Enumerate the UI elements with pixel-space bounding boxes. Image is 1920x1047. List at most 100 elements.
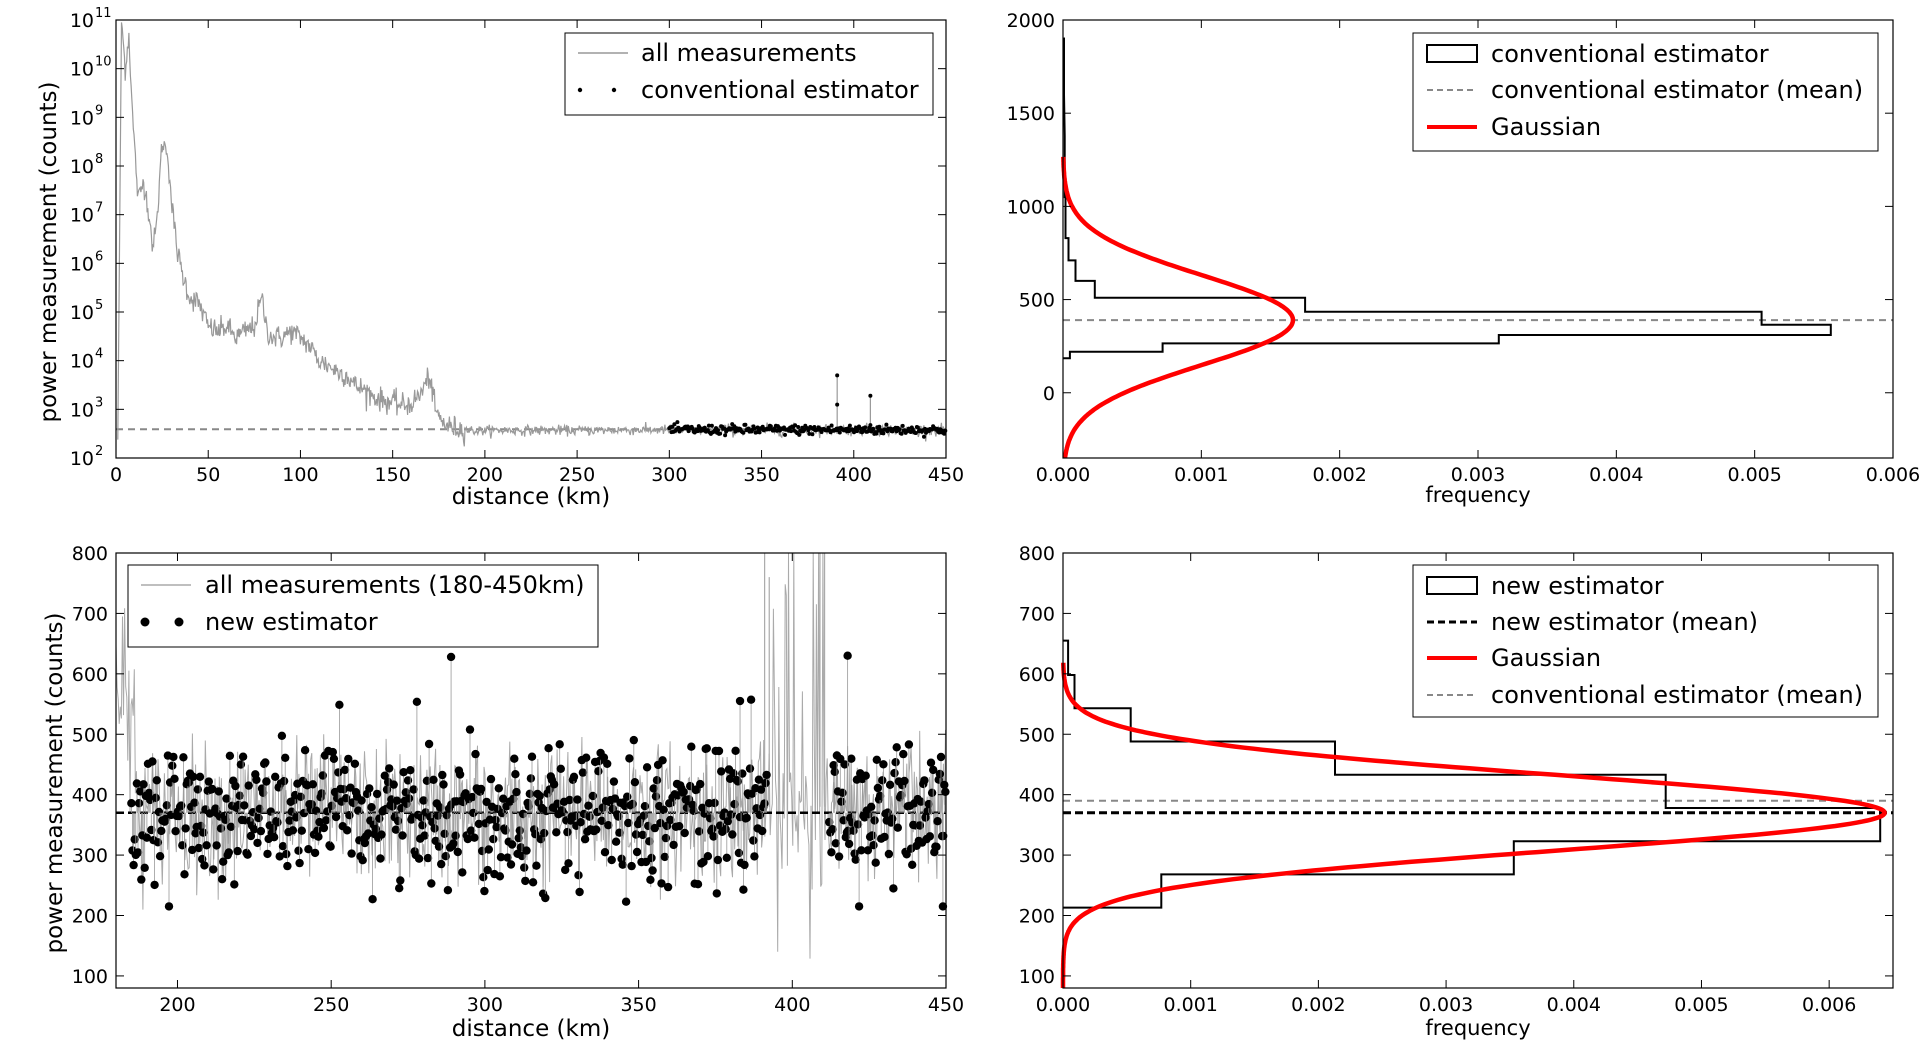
point-new-estimator bbox=[754, 775, 764, 784]
point-new-estimator bbox=[308, 780, 318, 789]
point-new-estimator bbox=[710, 798, 719, 808]
point-new-estimator bbox=[439, 780, 448, 789]
point-conventional-estimator bbox=[942, 431, 947, 436]
point-new-estimator bbox=[377, 830, 386, 839]
point-new-estimator bbox=[317, 789, 326, 798]
point-new-estimator bbox=[666, 815, 675, 825]
point-new-estimator bbox=[358, 856, 367, 865]
point-new-estimator bbox=[262, 777, 271, 786]
legend-marker-dot bbox=[140, 617, 150, 627]
point-new-estimator bbox=[854, 902, 864, 911]
point-new-estimator bbox=[687, 742, 696, 751]
y-tick-label: 1000 bbox=[1007, 196, 1055, 218]
point-conventional-estimator bbox=[874, 431, 879, 436]
y-tick-label: 10 bbox=[70, 107, 94, 129]
point-conventional-estimator bbox=[881, 431, 886, 436]
point-new-estimator bbox=[199, 828, 208, 837]
point-new-estimator bbox=[297, 826, 306, 835]
point-new-estimator bbox=[873, 783, 883, 793]
point-new-estimator bbox=[181, 824, 190, 833]
point-new-estimator bbox=[915, 821, 925, 830]
point-new-estimator bbox=[576, 818, 585, 827]
point-new-estimator bbox=[722, 853, 731, 862]
point-conventional-estimator bbox=[858, 426, 862, 431]
x-tick-label: 400 bbox=[836, 464, 872, 486]
series-all-measurements bbox=[117, 22, 947, 447]
point-new-estimator bbox=[888, 814, 897, 823]
point-conventional-estimator bbox=[884, 422, 889, 427]
spike-point bbox=[835, 402, 840, 407]
point-new-estimator bbox=[627, 861, 636, 871]
y-tick-label: 500 bbox=[1019, 290, 1055, 312]
y-tick-label: 800 bbox=[1019, 543, 1055, 565]
point-new-estimator bbox=[347, 849, 356, 858]
point-new-estimator bbox=[423, 853, 433, 863]
point-new-estimator bbox=[675, 822, 684, 831]
point-new-estimator bbox=[469, 808, 478, 818]
point-new-estimator bbox=[254, 813, 263, 823]
point-new-estimator bbox=[326, 842, 335, 851]
point-new-estimator bbox=[890, 768, 899, 778]
point-new-estimator bbox=[582, 753, 591, 762]
point-new-estimator bbox=[857, 846, 866, 855]
point-new-estimator bbox=[734, 848, 744, 858]
point-new-estimator bbox=[133, 848, 143, 857]
point-new-estimator bbox=[599, 753, 609, 762]
legend-label-new-estimator: new estimator bbox=[1491, 572, 1664, 600]
y-tick-label: 400 bbox=[1019, 785, 1055, 807]
point-new-estimator bbox=[216, 824, 226, 833]
point-new-estimator bbox=[230, 880, 239, 889]
point-new-estimator bbox=[271, 772, 280, 781]
point-new-estimator bbox=[360, 838, 370, 848]
point-new-estimator bbox=[712, 889, 721, 898]
point-new-estimator bbox=[540, 828, 549, 838]
point-new-estimator bbox=[468, 792, 477, 802]
point-new-estimator bbox=[357, 796, 366, 805]
y-tick-label: 600 bbox=[1019, 664, 1055, 686]
point-conventional-estimator bbox=[922, 434, 926, 439]
point-new-estimator bbox=[607, 855, 616, 865]
legend-label-gaussian: Gaussian bbox=[1491, 644, 1601, 672]
point-conventional-estimator bbox=[706, 423, 711, 428]
point-new-estimator bbox=[863, 846, 873, 855]
point-conventional-estimator bbox=[847, 423, 852, 428]
y-tick-label: 800 bbox=[72, 543, 108, 565]
y-tick-label: 500 bbox=[1019, 724, 1055, 746]
point-new-estimator bbox=[642, 763, 652, 772]
point-conventional-estimator bbox=[695, 429, 700, 434]
point-new-estimator bbox=[127, 799, 136, 808]
point-new-estimator bbox=[844, 839, 854, 849]
point-new-estimator bbox=[151, 793, 160, 802]
point-conventional-estimator bbox=[837, 430, 842, 435]
point-new-estimator bbox=[191, 829, 200, 838]
point-new-estimator bbox=[350, 759, 360, 768]
point-new-estimator bbox=[661, 833, 671, 843]
point-conventional-estimator bbox=[722, 426, 727, 431]
point-new-estimator bbox=[231, 781, 240, 791]
point-new-estimator bbox=[372, 789, 382, 799]
point-new-estimator bbox=[885, 780, 895, 789]
point-new-estimator bbox=[728, 830, 737, 839]
legend-swatch-histogram bbox=[1426, 576, 1478, 595]
axes-frame bbox=[115, 19, 947, 459]
point-new-estimator bbox=[632, 847, 642, 857]
point-new-estimator bbox=[758, 826, 767, 836]
point-new-estimator bbox=[132, 779, 142, 788]
point-new-estimator bbox=[217, 875, 227, 884]
point-new-estimator bbox=[164, 902, 174, 911]
x-tick-label: 250 bbox=[313, 994, 349, 1016]
x-tick-label: 0.006 bbox=[1802, 994, 1856, 1016]
point-conventional-estimator bbox=[908, 430, 913, 434]
point-new-estimator bbox=[420, 831, 429, 840]
point-new-estimator bbox=[761, 778, 770, 788]
point-new-estimator bbox=[396, 876, 405, 885]
spike-point bbox=[868, 393, 873, 398]
point-new-estimator bbox=[244, 781, 253, 790]
legend-marker-dot bbox=[174, 617, 184, 627]
x-tick-label: 0.001 bbox=[1174, 464, 1228, 486]
point-new-estimator bbox=[212, 841, 221, 850]
point-new-estimator bbox=[570, 811, 580, 821]
point-new-estimator bbox=[880, 832, 889, 842]
point-new-estimator bbox=[840, 760, 849, 769]
legend-bottom-left: all measurements (180-450km) new estimat… bbox=[127, 564, 599, 648]
